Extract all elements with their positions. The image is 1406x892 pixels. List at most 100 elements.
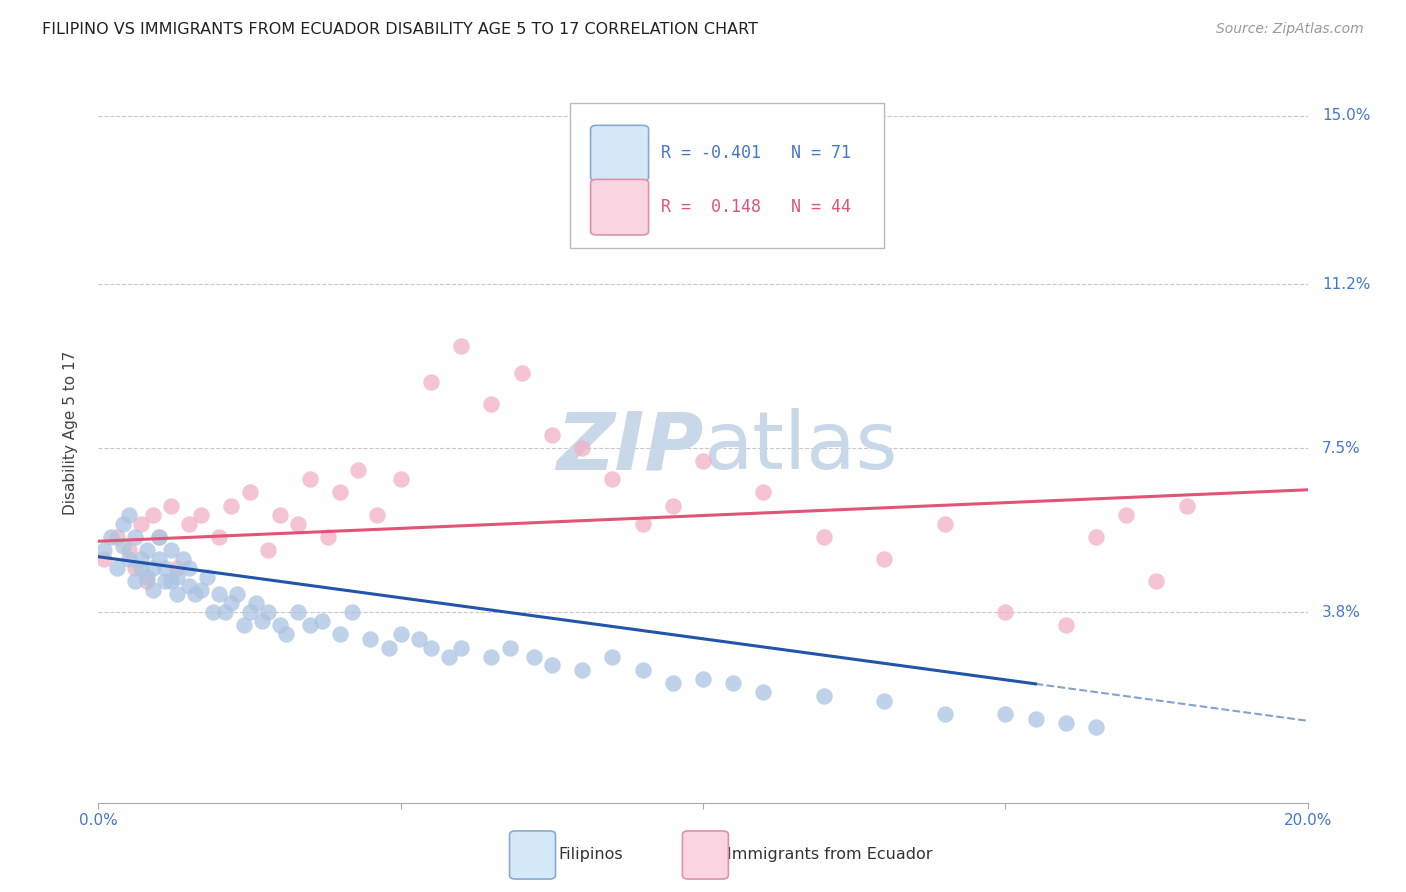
Point <box>148 530 170 544</box>
Text: Filipinos: Filipinos <box>558 847 623 863</box>
Text: 3.8%: 3.8% <box>1322 605 1361 620</box>
Point <box>195 570 218 584</box>
Point <box>602 472 624 486</box>
Point <box>329 627 352 641</box>
Text: 15.0%: 15.0% <box>1322 108 1371 123</box>
Text: Immigrants from Ecuador: Immigrants from Ecuador <box>727 847 932 863</box>
Point <box>274 627 297 641</box>
Point <box>166 561 188 575</box>
Point <box>408 632 430 646</box>
Point <box>540 427 562 442</box>
Point <box>661 499 683 513</box>
Point <box>347 463 370 477</box>
Point <box>111 516 134 531</box>
Point <box>105 561 128 575</box>
Point <box>540 658 562 673</box>
Point <box>93 543 115 558</box>
Point <box>342 605 364 619</box>
Point <box>437 649 460 664</box>
Point <box>510 366 533 380</box>
Point <box>190 582 212 597</box>
Point <box>172 552 194 566</box>
Point <box>129 516 152 531</box>
Point <box>148 552 170 566</box>
Point <box>202 605 225 619</box>
Point <box>1175 499 1198 513</box>
Point <box>142 508 165 522</box>
Point <box>100 530 122 544</box>
Point <box>571 441 593 455</box>
Point <box>498 640 520 655</box>
Text: R =  0.148   N = 44: R = 0.148 N = 44 <box>661 198 851 216</box>
Point <box>166 587 188 601</box>
Point <box>221 499 243 513</box>
FancyBboxPatch shape <box>591 179 648 235</box>
Point <box>287 605 309 619</box>
Point <box>299 618 322 632</box>
Point <box>105 530 128 544</box>
Point <box>124 530 146 544</box>
Point <box>160 499 183 513</box>
Point <box>124 561 146 575</box>
Point <box>523 649 546 664</box>
Point <box>934 707 956 722</box>
Point <box>389 472 412 486</box>
Point <box>287 516 309 531</box>
Point <box>329 485 352 500</box>
Point <box>135 574 157 588</box>
Point <box>1024 712 1046 726</box>
Point <box>118 543 141 558</box>
Point <box>1085 530 1108 544</box>
Point <box>160 574 183 588</box>
Point <box>256 543 278 558</box>
Point <box>93 552 115 566</box>
Point <box>148 530 170 544</box>
Text: R = -0.401   N = 71: R = -0.401 N = 71 <box>661 144 851 161</box>
Point <box>135 543 157 558</box>
Point <box>129 552 152 566</box>
Point <box>360 632 382 646</box>
Point <box>1144 574 1167 588</box>
Point <box>118 508 141 522</box>
Point <box>184 587 207 601</box>
Point <box>311 614 333 628</box>
Point <box>269 508 291 522</box>
Point <box>142 582 165 597</box>
Point <box>631 516 654 531</box>
Y-axis label: Disability Age 5 to 17: Disability Age 5 to 17 <box>63 351 77 515</box>
Point <box>934 516 956 531</box>
Point <box>873 694 896 708</box>
Point <box>142 561 165 575</box>
Point <box>245 596 267 610</box>
Point <box>366 508 388 522</box>
Point <box>752 485 775 500</box>
Text: ZIP: ZIP <box>555 409 703 486</box>
Point <box>239 605 262 619</box>
Point <box>994 707 1017 722</box>
Point <box>377 640 399 655</box>
Point <box>299 472 322 486</box>
Point <box>481 397 503 411</box>
Point <box>692 672 714 686</box>
Point <box>179 578 201 592</box>
Point <box>1054 716 1077 731</box>
Text: 7.5%: 7.5% <box>1322 441 1361 456</box>
Point <box>118 552 141 566</box>
Point <box>1085 721 1108 735</box>
Text: atlas: atlas <box>703 409 897 486</box>
Point <box>153 561 176 575</box>
Point <box>166 570 188 584</box>
Point <box>752 685 775 699</box>
Point <box>232 618 254 632</box>
Point <box>420 640 443 655</box>
Point <box>316 530 339 544</box>
Point <box>239 485 262 500</box>
Point <box>571 663 593 677</box>
Text: Source: ZipAtlas.com: Source: ZipAtlas.com <box>1216 22 1364 37</box>
FancyBboxPatch shape <box>509 831 555 879</box>
Point <box>160 543 183 558</box>
Point <box>631 663 654 677</box>
FancyBboxPatch shape <box>682 831 728 879</box>
Point <box>179 516 201 531</box>
Point <box>135 570 157 584</box>
